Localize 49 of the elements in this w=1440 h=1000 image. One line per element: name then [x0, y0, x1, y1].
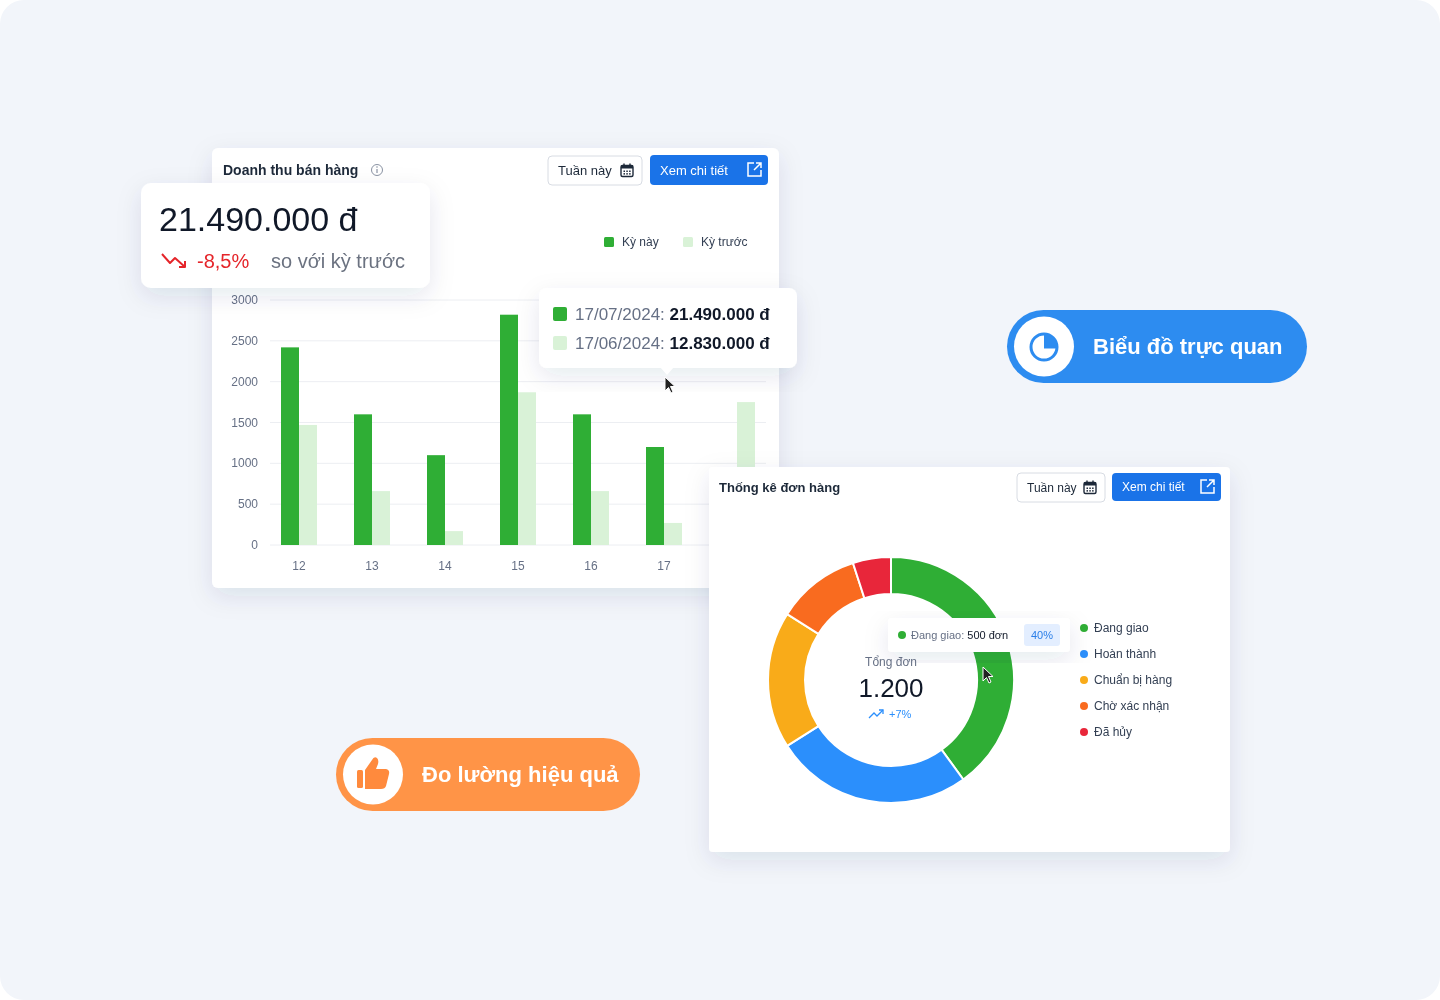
text: Xem chi tiết: [1122, 480, 1186, 495]
annotation: 17/06/2024: 12.830.000 đ: [575, 334, 771, 353]
legend-label: Kỳ này: [622, 235, 659, 249]
x-tick-label: 12: [292, 559, 306, 573]
bar: [646, 447, 664, 545]
y-tick-label: 1000: [231, 456, 259, 471]
bar: [372, 491, 390, 545]
bar: [299, 424, 317, 545]
text: +7%: [889, 708, 912, 720]
legend-label: Đang giao: [1094, 621, 1150, 635]
x-tick-label: 17: [657, 559, 671, 573]
legend-label: Đã hủy: [1094, 725, 1133, 739]
text: 21.490.000 đ: [159, 200, 358, 238]
bar: [427, 455, 445, 545]
x-tick-label: 14: [438, 559, 452, 573]
bar: [573, 414, 591, 545]
y-tick-label: 0: [251, 538, 259, 552]
text: Xem chi tiết: [660, 162, 729, 178]
legend-label: Kỳ trước: [701, 235, 748, 249]
text: Biểu đồ trực quan: [1093, 334, 1283, 359]
text: Đo lường hiệu quả: [422, 762, 620, 787]
y-tick-label: 500: [237, 497, 259, 512]
legend-label: Hoàn thành: [1094, 647, 1157, 661]
y-tick-label: 1500: [231, 415, 259, 430]
data-label: 40%: [1030, 629, 1054, 641]
x-tick-label: 13: [365, 559, 379, 573]
text: -8,5%: [197, 250, 250, 272]
chart-title: Doanh thu bán hàng: [223, 162, 359, 178]
text: Tuần này: [1027, 480, 1077, 495]
text: Tổng đơn: [865, 655, 917, 669]
legend-label: Chờ xác nhận: [1094, 699, 1170, 713]
legend-label: Chuẩn bị hàng: [1094, 673, 1173, 687]
x-tick-label: 16: [584, 559, 598, 573]
bar: [664, 522, 682, 545]
text: so với kỳ trước: [271, 250, 406, 272]
bar: [500, 314, 518, 545]
chart-title: Thống kê đơn hàng: [719, 480, 841, 495]
y-tick-label: 2500: [231, 333, 259, 348]
y-tick-label: 2000: [231, 374, 259, 389]
y-tick-label: 3000: [231, 293, 259, 307]
annotation: 17/07/2024: 21.490.000 đ: [575, 305, 771, 324]
bar: [445, 531, 463, 545]
x-tick-label: 15: [511, 559, 525, 573]
text: Tuần này: [558, 163, 613, 179]
bar: [354, 414, 372, 545]
bar: [281, 347, 299, 545]
bar: [518, 392, 536, 545]
text: 1.200: [858, 673, 924, 703]
bar: [591, 491, 609, 545]
